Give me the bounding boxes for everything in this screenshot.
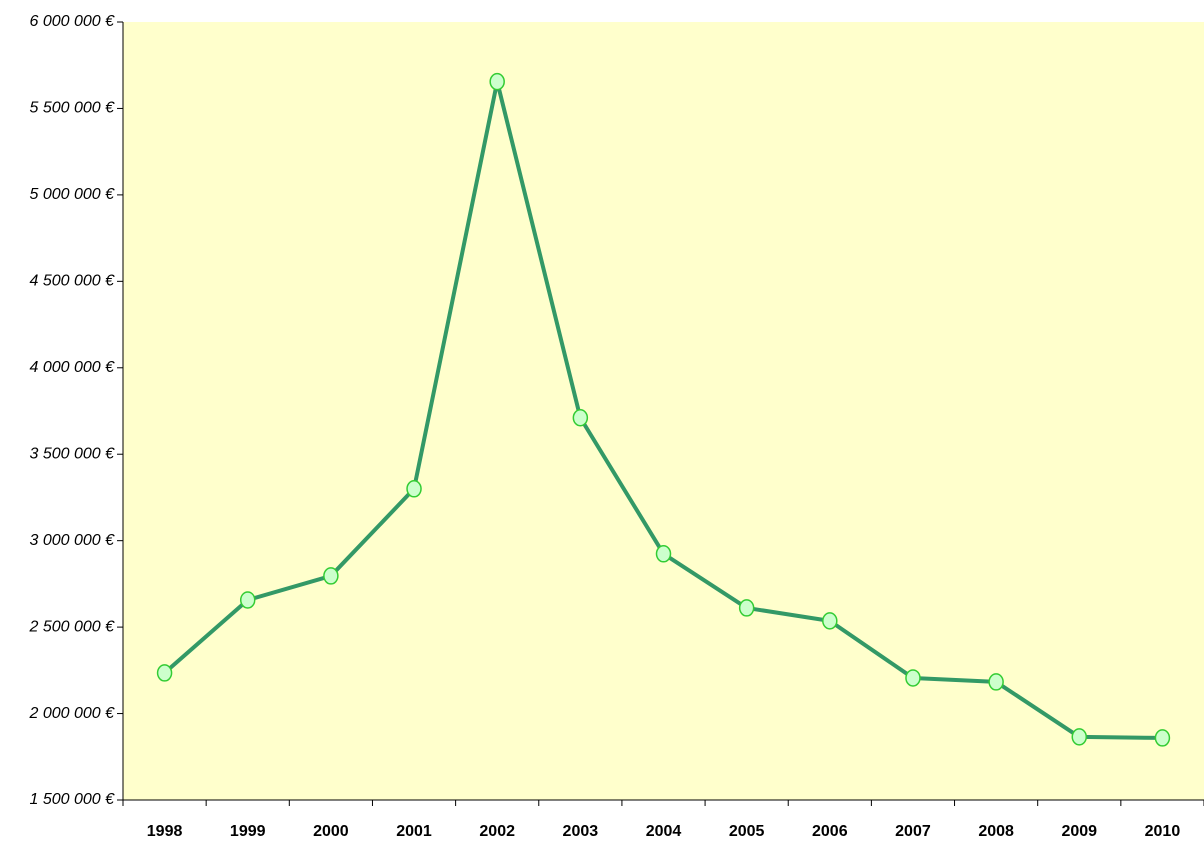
marker [738, 599, 755, 617]
marker [239, 591, 256, 609]
y-tick-label: 3 500 000 € [29, 445, 115, 462]
marker [323, 567, 339, 585]
marker [156, 664, 173, 682]
marker [988, 673, 1004, 691]
x-tick-label: 2004 [646, 823, 682, 840]
y-tick-label: 5 000 000 € [29, 186, 115, 203]
y-tick-label: 5 500 000 € [29, 100, 115, 117]
x-tick-label: 2009 [1061, 823, 1097, 840]
x-tick-label: 1999 [230, 823, 266, 840]
y-tick-label: 1 500 000 € [29, 791, 115, 808]
marker [655, 545, 672, 563]
x-tick-label: 2000 [313, 823, 349, 840]
marker [1154, 729, 1171, 747]
x-tick-label: 2007 [895, 823, 931, 840]
marker [572, 408, 589, 427]
x-tick-label: 2010 [1145, 823, 1181, 840]
marker [1071, 728, 1088, 746]
x-tick-label: 2001 [396, 823, 432, 840]
y-tick-label: 6 000 000 € [29, 13, 115, 30]
x-tick-label: 1998 [147, 823, 183, 840]
marker [905, 669, 921, 687]
marker [822, 612, 838, 630]
x-tick-label: 2002 [479, 823, 515, 840]
x-tick-label: 2008 [978, 823, 1014, 840]
x-tick-label: 2003 [563, 823, 599, 840]
y-tick-label: 2 500 000 € [28, 618, 115, 635]
x-tick-label: 2006 [812, 823, 848, 840]
plot-area [123, 22, 1204, 800]
y-tick-label: 2 000 000 € [28, 705, 115, 722]
y-tick-label: 4 500 000 € [29, 273, 115, 290]
marker [489, 72, 505, 91]
y-tick-label: 3 000 000 € [29, 532, 115, 549]
x-tick-label: 2005 [729, 823, 765, 840]
y-tick-label: 4 000 000 € [29, 359, 115, 376]
marker [406, 480, 422, 498]
